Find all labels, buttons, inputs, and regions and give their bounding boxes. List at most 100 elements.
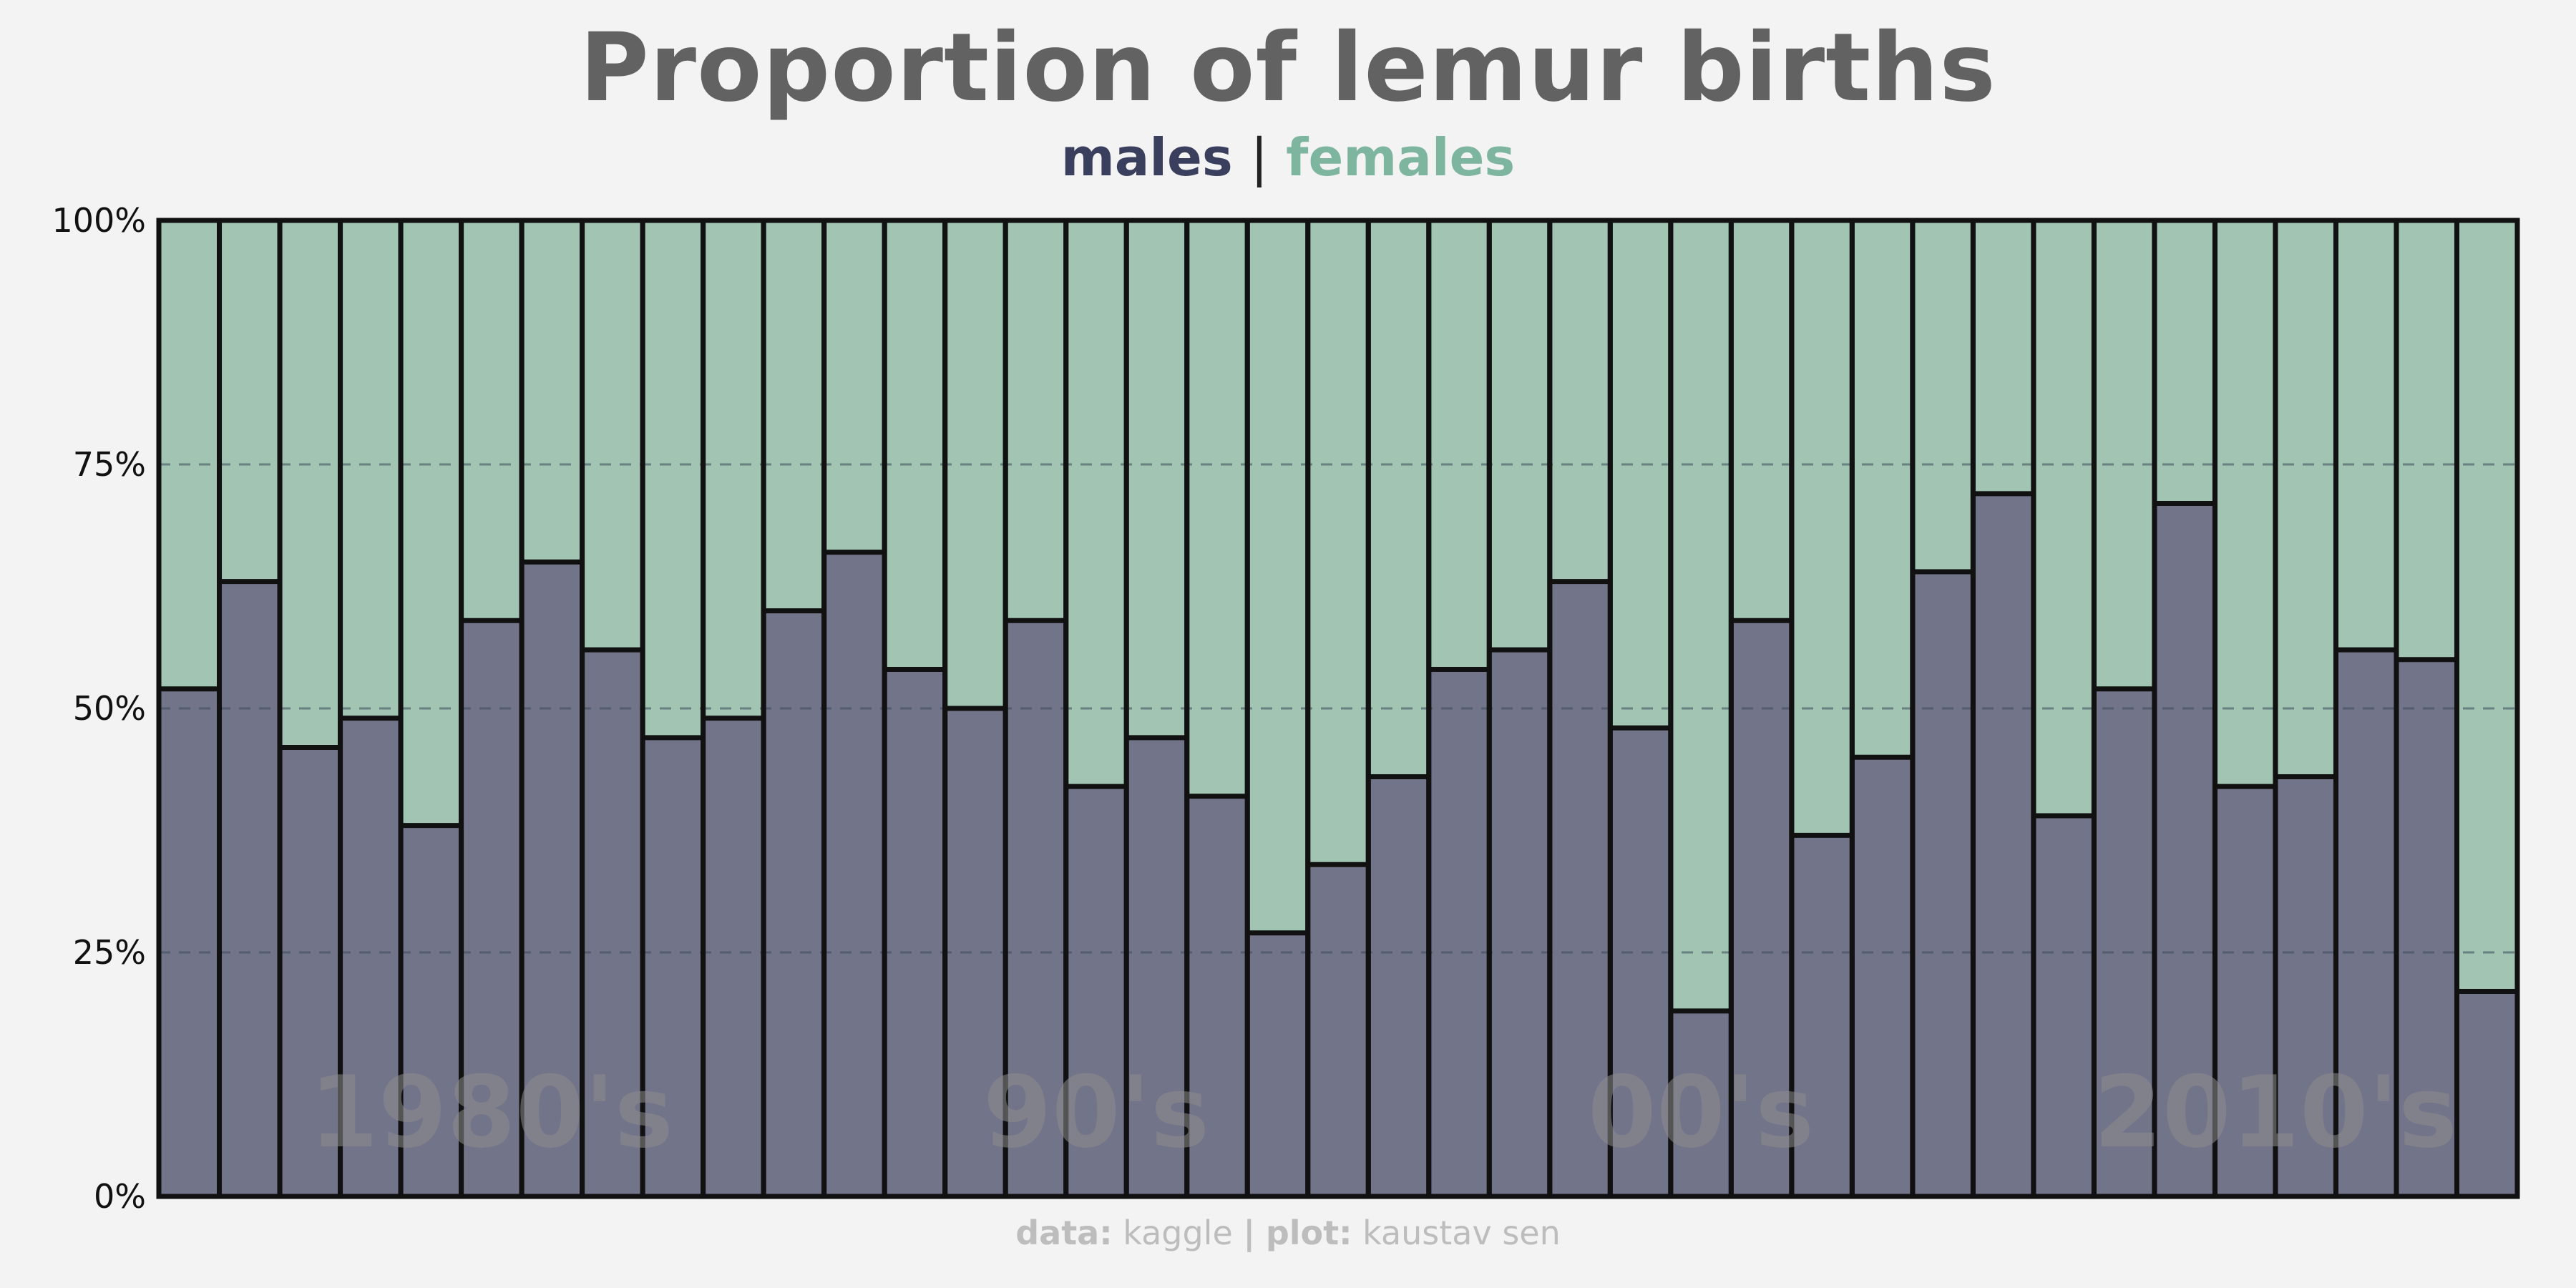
bar-females bbox=[2215, 220, 2275, 787]
bar-females bbox=[219, 220, 280, 582]
bar-females bbox=[1186, 220, 1248, 796]
bar-females bbox=[1670, 220, 1732, 1011]
legend-males: males bbox=[1060, 127, 1233, 187]
bar-males bbox=[1368, 776, 1429, 1196]
bar-females bbox=[1731, 220, 1792, 621]
bar-males bbox=[1126, 737, 1187, 1196]
bar-males bbox=[340, 718, 401, 1196]
bar-outline bbox=[2454, 218, 2520, 1199]
bar-males bbox=[280, 747, 341, 1196]
y-tick-label: 25% bbox=[73, 933, 146, 972]
bar-females bbox=[703, 220, 764, 718]
bar-females bbox=[1368, 220, 1429, 777]
bar-males bbox=[1973, 493, 2034, 1196]
bar-males bbox=[1610, 728, 1671, 1196]
bar-females bbox=[1065, 220, 1127, 787]
legend-females: females bbox=[1286, 127, 1516, 187]
bar-females bbox=[1005, 220, 1066, 621]
bar-females bbox=[401, 220, 462, 826]
bar-males bbox=[2336, 650, 2396, 1196]
bar-males bbox=[582, 650, 643, 1196]
bar-females bbox=[824, 220, 885, 552]
bar-males bbox=[1731, 620, 1792, 1196]
bar-females bbox=[1973, 220, 2034, 494]
bar-females bbox=[1791, 220, 1853, 836]
bar-males bbox=[945, 708, 1006, 1196]
bar-males bbox=[1065, 786, 1127, 1196]
bar-females bbox=[884, 220, 945, 670]
bar-males bbox=[1247, 932, 1308, 1196]
bar-females bbox=[1610, 220, 1671, 728]
bar-males bbox=[1670, 1010, 1732, 1196]
bar-females bbox=[582, 220, 643, 650]
bar-females bbox=[2033, 220, 2094, 816]
bar-males bbox=[1791, 835, 1853, 1196]
bar-males bbox=[763, 610, 824, 1196]
decade-label: 90's bbox=[983, 1055, 1209, 1170]
bar-females bbox=[2275, 220, 2336, 777]
bar-females bbox=[945, 220, 1006, 708]
bar-males bbox=[824, 552, 885, 1196]
bar-males bbox=[2094, 688, 2155, 1196]
bar-females bbox=[763, 220, 824, 611]
decade-label: 2010's bbox=[2094, 1055, 2457, 1170]
caption-separator: | bbox=[1243, 1214, 1256, 1252]
y-tick-label: 75% bbox=[73, 445, 146, 484]
bar-females bbox=[340, 220, 401, 718]
bar-males bbox=[522, 562, 582, 1196]
bar-males bbox=[2215, 786, 2275, 1196]
bar-females bbox=[1247, 220, 1308, 933]
bar-females bbox=[522, 220, 582, 562]
bar-males bbox=[461, 620, 522, 1196]
bar-males bbox=[1307, 864, 1369, 1196]
caption-plot-value: kaustav sen bbox=[1362, 1214, 1561, 1252]
y-tick-label: 100% bbox=[52, 201, 146, 240]
bar-males bbox=[159, 688, 220, 1196]
bar-females bbox=[2094, 220, 2155, 689]
legend-separator: | bbox=[1250, 127, 1269, 187]
bar-males bbox=[703, 718, 764, 1196]
bar-females bbox=[280, 220, 341, 748]
bar-males bbox=[1428, 669, 1490, 1196]
bar-males bbox=[401, 825, 462, 1196]
caption-data-label: data: bbox=[1015, 1214, 1113, 1252]
bar-females bbox=[643, 220, 703, 738]
bar-males bbox=[2457, 991, 2517, 1196]
bar-females bbox=[1489, 220, 1550, 650]
bar-males bbox=[1005, 620, 1066, 1196]
bar-females bbox=[2336, 220, 2396, 650]
bar-males bbox=[884, 669, 945, 1196]
bar-males bbox=[219, 581, 280, 1196]
bar-males bbox=[2275, 776, 2336, 1196]
bar-females bbox=[2154, 220, 2215, 504]
bar-males bbox=[1912, 572, 1974, 1196]
caption: data: kaggle | plot: kaustav sen bbox=[0, 1214, 2576, 1252]
bar-males bbox=[1852, 757, 1913, 1196]
bar-females bbox=[2396, 220, 2457, 660]
bar-females bbox=[1428, 220, 1490, 670]
bar-females bbox=[1307, 220, 1369, 865]
caption-plot-label: plot: bbox=[1265, 1214, 1352, 1252]
bar-females bbox=[1852, 220, 1913, 758]
bar-females bbox=[159, 220, 220, 689]
chart-title: Proportion of lemur births bbox=[580, 13, 1996, 123]
bar-males bbox=[643, 737, 703, 1196]
bar-females bbox=[1549, 220, 1611, 582]
bar-females bbox=[461, 220, 522, 621]
chart-subtitle: males | females bbox=[0, 127, 2576, 187]
decade-label: 00's bbox=[1588, 1055, 1814, 1170]
bar-males bbox=[1549, 581, 1611, 1196]
bar-males bbox=[2033, 816, 2094, 1196]
bar-males bbox=[1489, 650, 1550, 1196]
caption-data-value: kaggle bbox=[1123, 1214, 1233, 1252]
y-tick-label: 50% bbox=[73, 689, 146, 728]
y-tick-label: 0% bbox=[94, 1177, 146, 1216]
bar-males bbox=[2154, 503, 2215, 1196]
bar-females bbox=[2457, 220, 2517, 992]
decade-label: 1980's bbox=[310, 1055, 673, 1170]
bar-males bbox=[1186, 796, 1248, 1196]
bar-females bbox=[1912, 220, 1974, 572]
bar-females bbox=[1126, 220, 1187, 738]
bar-males bbox=[2396, 659, 2457, 1196]
